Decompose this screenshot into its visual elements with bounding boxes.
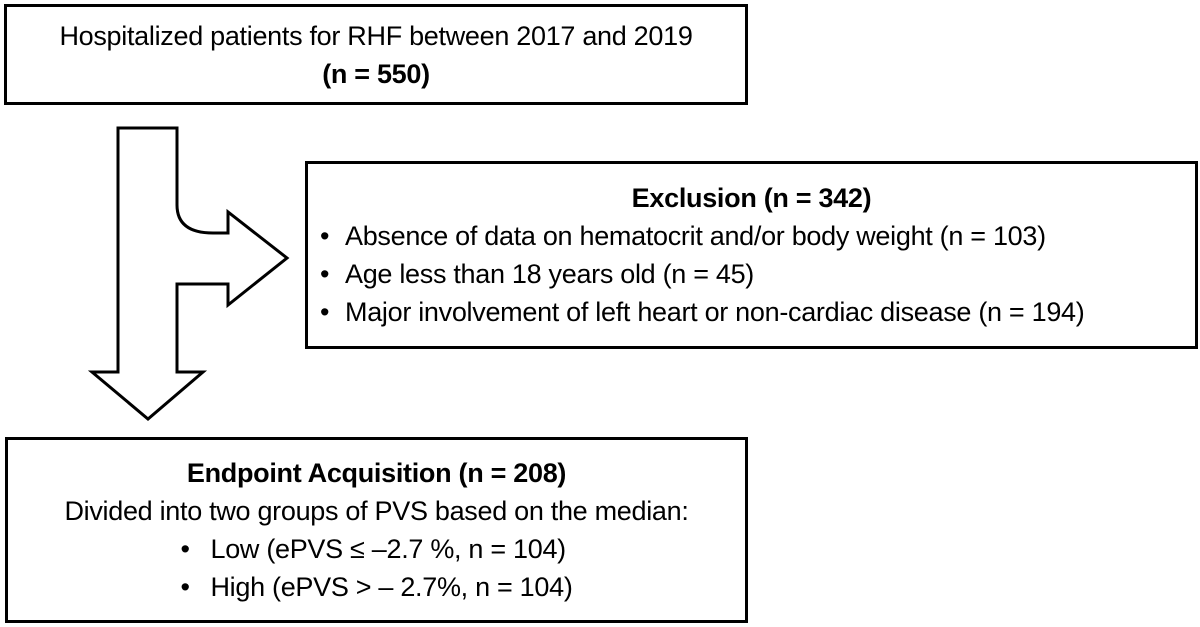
- enrollment-count: (n = 550): [322, 58, 430, 89]
- exclusion-item-text: Major involvement of left heart or non-c…: [345, 297, 1085, 327]
- exclusion-item-text: Absence of data on hematocrit and/or bod…: [345, 221, 1046, 251]
- endpoint-item: • High (ePVS > – 2.7%, n = 104): [180, 568, 572, 606]
- endpoint-subtitle: Divided into two groups of PVS based on …: [64, 496, 689, 526]
- exclusion-item: • Age less than 18 years old (n = 45): [308, 255, 1195, 293]
- bullet-icon: •: [180, 534, 190, 564]
- bullet-icon: •: [320, 221, 330, 251]
- exclusion-item: • Major involvement of left heart or non…: [308, 293, 1195, 331]
- endpoint-title: Endpoint Acquisition (n = 208): [186, 458, 567, 488]
- enrollment-box: Hospitalized patients for RHF between 20…: [4, 4, 748, 105]
- bullet-icon: •: [320, 297, 330, 327]
- flow-arrow-shape: [87, 126, 290, 421]
- bullet-icon: •: [320, 259, 330, 289]
- exclusion-box: Exclusion (n = 342) • Absence of data on…: [305, 161, 1198, 349]
- exclusion-item-text: Age less than 18 years old (n = 45): [345, 259, 755, 289]
- exclusion-item: • Absence of data on hematocrit and/or b…: [308, 217, 1195, 255]
- endpoint-groups: • Low (ePVS ≤ –2.7 %, n = 104) • High (e…: [180, 530, 572, 606]
- exclusion-title: Exclusion (n = 342): [631, 183, 872, 213]
- endpoint-item-text: High (ePVS > – 2.7%, n = 104): [210, 572, 573, 602]
- enrollment-text: Hospitalized patients for RHF between 20…: [59, 20, 693, 51]
- endpoint-box: Endpoint Acquisition (n = 208) Divided i…: [5, 437, 748, 623]
- endpoint-item: • Low (ePVS ≤ –2.7 %, n = 104): [180, 530, 572, 568]
- endpoint-item-text: Low (ePVS ≤ –2.7 %, n = 104): [210, 534, 566, 564]
- bullet-icon: •: [180, 572, 190, 602]
